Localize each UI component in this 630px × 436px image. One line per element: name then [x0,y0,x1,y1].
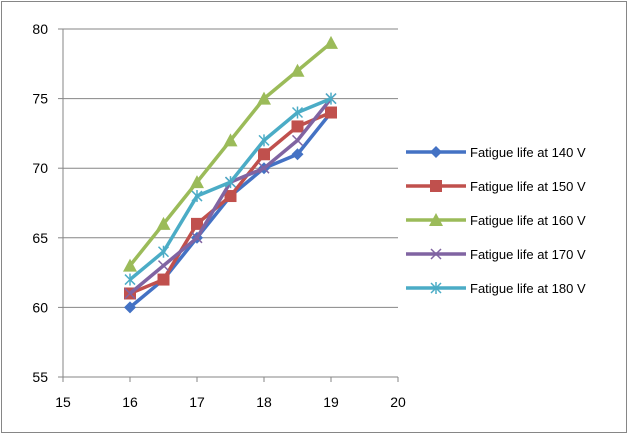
data-point-s4-1 [157,245,170,258]
legend-label-2: Fatigue life at 160 V [470,213,586,228]
data-point-s1-2 [191,217,203,230]
legend: Fatigue life at 140 V Fatigue life at 150… [406,145,586,296]
data-point-s4-6 [325,92,337,105]
x-tick-label-16: 16 [122,394,138,410]
data-point-s3-5 [291,134,304,146]
data-point-s0-5 [291,148,304,161]
x-tick-label-20: 20 [390,394,406,410]
legend-marker-3 [430,248,442,260]
data-point-s3-0 [124,287,136,300]
legend-marker-1 [430,180,442,192]
legend-item-3: Fatigue life at 170 V [406,247,586,262]
y-tick-label-75: 75 [32,91,48,107]
legend-marker-2 [429,213,443,226]
data-point-s4-5 [291,106,304,119]
y-tick-label-80: 80 [32,21,48,37]
data-point-s4-3 [224,176,237,189]
data-point-s2-5 [290,63,305,77]
data-point-s3-4 [258,162,270,174]
legend-marker-4 [430,282,442,294]
legend-item-1: Fatigue life at 150 V [406,179,586,194]
data-point-s3-2 [191,232,203,244]
legend-label-1: Fatigue life at 150 V [470,179,586,194]
data-point-s2-2 [190,175,204,189]
y-tick-label-55: 55 [32,369,48,385]
x-tick-label-19: 19 [323,394,339,410]
x-tick-label-18: 18 [256,394,272,410]
legend-label-3: Fatigue life at 170 V [470,247,586,262]
data-point-s1-3 [224,190,237,203]
data-point-s1-1 [157,273,170,286]
data-point-s2-0 [123,258,137,272]
y-tick-label-60: 60 [32,299,48,315]
y-tick-label-70: 70 [32,160,48,176]
data-point-s2-3 [223,133,238,147]
data-point-s0-0 [124,301,136,314]
data-point-s2-6 [324,35,338,49]
data-point-s4-4 [258,134,270,147]
data-point-s4-2 [191,190,203,203]
legend-label-4: Fatigue life at 180 V [470,281,586,296]
data-point-s2-1 [156,216,171,230]
legend-marker-0 [430,146,442,158]
data-point-s1-6 [325,106,337,119]
y-tick-label-65: 65 [32,230,48,246]
legend-item-4: Fatigue life at 180 V [406,281,586,296]
data-point-s4-0 [124,273,136,286]
data-point-s3-1 [157,260,170,272]
data-point-s1-4 [258,148,270,161]
legend-item-2: Fatigue life at 160 V [406,213,586,228]
x-tick-label-17: 17 [189,394,205,410]
x-tick-label-15: 15 [55,394,71,410]
data-point-s2-4 [257,91,271,105]
legend-label-0: Fatigue life at 140 V [470,145,586,160]
data-point-s1-5 [291,120,304,133]
legend-item-0: Fatigue life at 140 V [406,145,586,160]
